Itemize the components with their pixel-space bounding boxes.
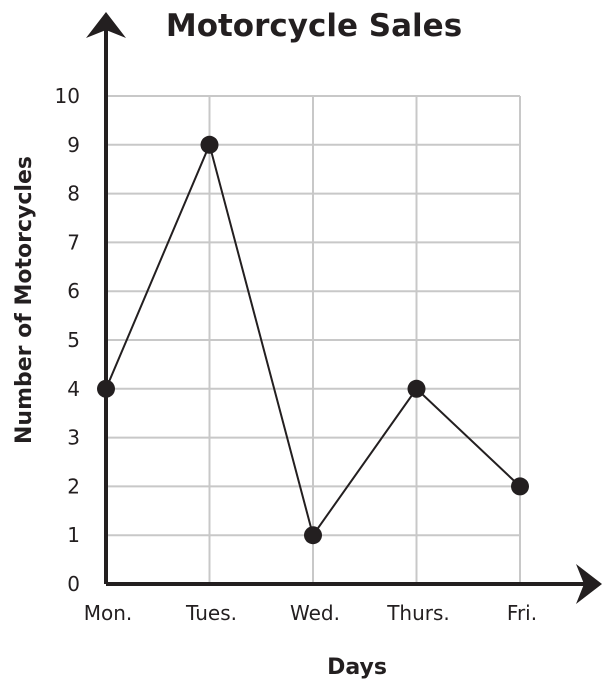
gridlines [106,95,521,584]
y-tick-label: 1 [67,523,80,547]
y-tick-label: 2 [67,474,80,498]
tick-labels: 0 1 2 3 4 5 6 7 8 9 10 Mon. Tues. Wed. Thurs. Fri. [55,84,538,625]
x-axis-title: Days [327,655,387,680]
data-point [304,526,322,545]
y-tick-label: 8 [67,182,80,206]
x-tick-label: Tues. [185,601,237,625]
y-tick-label: 9 [67,133,80,157]
data-point [511,477,529,496]
y-tick-label: 0 [67,572,80,596]
y-axis-title: Number of Motorcycles [12,156,37,444]
data-point [97,379,115,398]
y-tick-label: 3 [67,426,80,450]
x-tick-label: Thurs. [386,601,450,625]
y-tick-label: 4 [67,377,80,401]
axes [86,12,602,604]
y-axis-arrow-icon [86,12,126,38]
data-point [407,379,426,398]
data-point [200,135,219,154]
data-series [97,135,529,545]
x-tick-label: Fri. [507,601,537,625]
chart-title: Motorcycle Sales [166,8,462,44]
y-tick-label: 7 [67,230,80,254]
x-axis-arrow-icon [576,564,602,604]
x-tick-label: Mon. [84,601,133,625]
x-tick-label: Wed. [290,601,340,625]
y-tick-label: 5 [67,328,80,352]
y-tick-label: 10 [55,84,80,108]
y-tick-label: 6 [67,279,80,303]
